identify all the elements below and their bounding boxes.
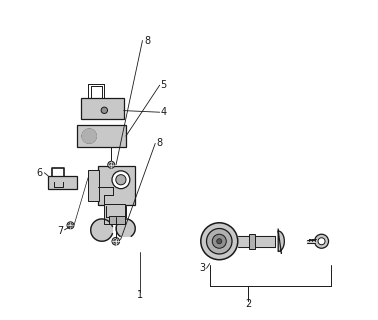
Circle shape bbox=[217, 239, 222, 244]
Bar bbox=[77, 125, 126, 147]
Circle shape bbox=[212, 234, 226, 248]
Circle shape bbox=[318, 238, 325, 245]
Circle shape bbox=[101, 107, 107, 114]
Bar bbox=[81, 98, 124, 119]
Circle shape bbox=[201, 223, 238, 260]
Polygon shape bbox=[116, 219, 135, 236]
Bar bbox=[98, 166, 135, 204]
Text: 6: 6 bbox=[37, 168, 43, 178]
Bar bbox=[48, 176, 77, 189]
Circle shape bbox=[314, 234, 328, 248]
Bar bbox=[104, 204, 125, 224]
Circle shape bbox=[67, 222, 74, 229]
Bar bbox=[88, 170, 99, 201]
Polygon shape bbox=[91, 219, 113, 241]
Text: 2: 2 bbox=[245, 299, 251, 309]
Circle shape bbox=[114, 239, 118, 243]
Polygon shape bbox=[82, 129, 96, 143]
Text: 4: 4 bbox=[160, 107, 167, 117]
Circle shape bbox=[68, 223, 73, 227]
Circle shape bbox=[108, 161, 115, 168]
Circle shape bbox=[110, 163, 113, 166]
Circle shape bbox=[206, 228, 232, 254]
Circle shape bbox=[116, 175, 126, 185]
Text: 8: 8 bbox=[156, 139, 163, 148]
Polygon shape bbox=[278, 229, 284, 253]
Text: 5: 5 bbox=[160, 80, 167, 90]
Text: 1: 1 bbox=[136, 291, 143, 300]
Circle shape bbox=[112, 171, 130, 189]
Text: 3: 3 bbox=[200, 263, 206, 273]
Text: 8: 8 bbox=[144, 36, 150, 45]
Bar bbox=[249, 234, 255, 249]
Bar bbox=[109, 216, 125, 224]
Circle shape bbox=[112, 237, 119, 245]
Text: 7: 7 bbox=[57, 226, 64, 236]
